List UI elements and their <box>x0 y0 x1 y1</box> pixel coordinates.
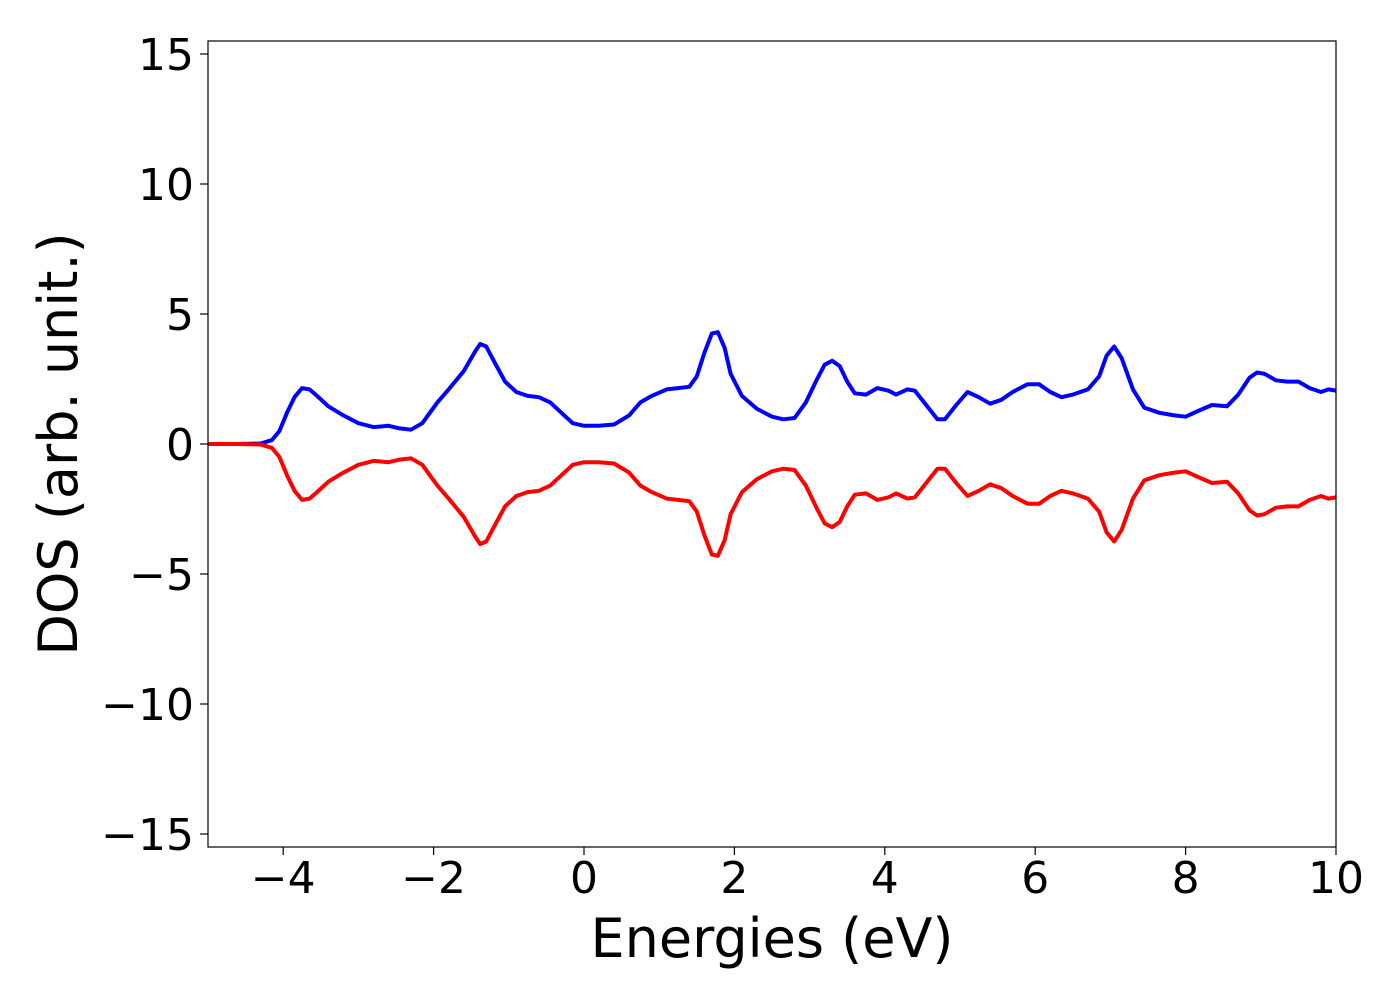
x-tick-label: 2 <box>720 853 748 904</box>
x-tick-label: 4 <box>871 853 899 904</box>
series-layer <box>208 330 1336 558</box>
y-axis-label: DOS (arb. unit.) <box>27 232 90 655</box>
y-tick-label: 15 <box>138 30 194 81</box>
x-tick-label: 8 <box>1172 853 1200 904</box>
y-tick-label: −5 <box>129 550 194 601</box>
plot-frame <box>207 40 1337 848</box>
y-tick-label: 10 <box>138 160 194 211</box>
x-axis-ticks: −4 −2 0 2 4 6 8 10 <box>251 847 1364 904</box>
dos-series-line-2 <box>208 442 1336 558</box>
x-axis-label: Energies (eV) <box>591 907 954 970</box>
x-tick-label: 6 <box>1021 853 1049 904</box>
y-tick-label: −15 <box>101 810 194 861</box>
y-tick-label: 0 <box>166 420 194 471</box>
x-tick-label: 10 <box>1308 853 1364 904</box>
y-tick-label: 5 <box>166 290 194 341</box>
y-tick-label: −10 <box>101 680 194 731</box>
x-tick-label: −4 <box>251 853 316 904</box>
y-axis-ticks: −15 −10 −5 0 5 10 15 <box>101 30 208 861</box>
dos-series-line-1 <box>208 330 1336 446</box>
x-tick-label: −2 <box>401 853 466 904</box>
x-tick-label: 0 <box>570 853 598 904</box>
